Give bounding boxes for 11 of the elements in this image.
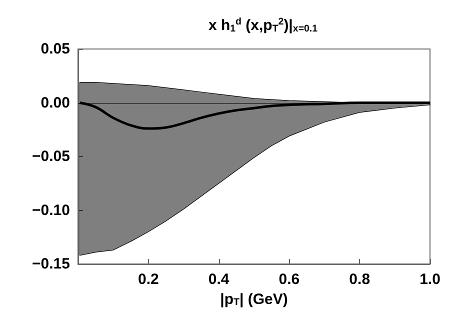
y-tick-label: 0.05: [40, 40, 70, 58]
y-tick-label: −0.05: [32, 148, 70, 165]
x-tick-label: 0.2: [138, 271, 159, 288]
y-tick-label: 0.00: [40, 94, 70, 112]
x-tick-label: 1.0: [420, 271, 440, 288]
x-tick-label: 0.4: [208, 271, 230, 288]
x-axis-title: |pT| (GeV): [220, 291, 288, 308]
y-tick-label: −0.10: [32, 202, 70, 219]
x-tick-label: 0.6: [278, 271, 300, 288]
x-tick-label: 0.8: [349, 271, 370, 288]
y-tick-label: −0.15: [32, 256, 70, 272]
